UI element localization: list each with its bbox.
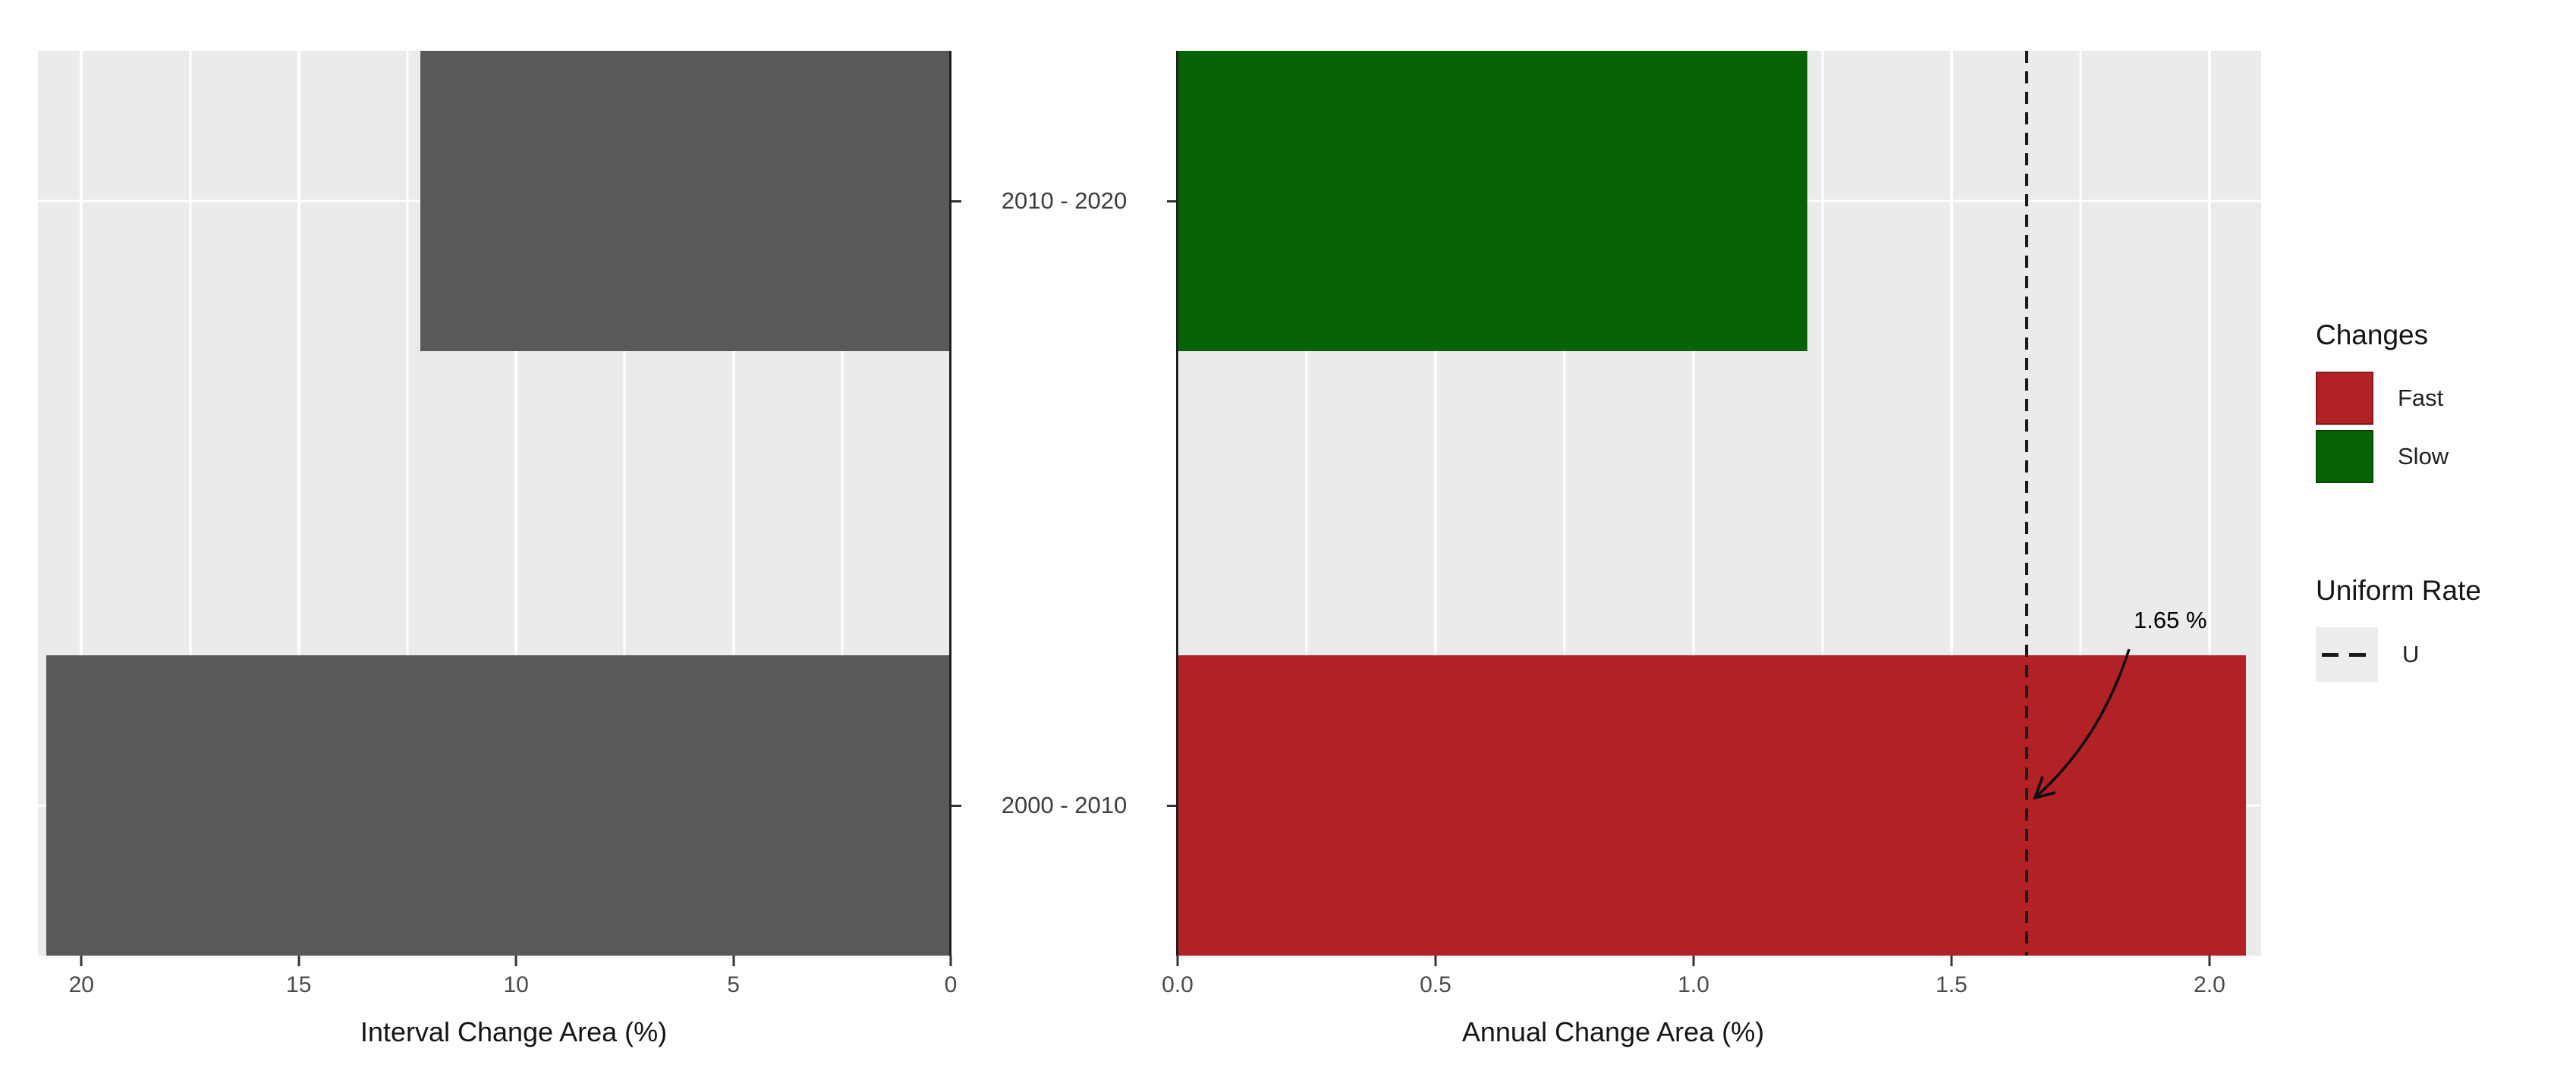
- legend-item-fast: Fast: [2316, 372, 2449, 425]
- annual-axis-title: Annual Change Area (%): [1461, 1016, 1765, 1047]
- bar-2010 - 2020: [420, 51, 951, 352]
- minor-gridline-x-12.5: [406, 51, 409, 956]
- x-tick-label-20: 20: [68, 972, 94, 997]
- x-tick-label-1.0: 1.0: [1678, 972, 1709, 997]
- legend-uniform-rate: Uniform Rate U: [2316, 575, 2481, 687]
- major-gridline-x-20: [80, 51, 83, 956]
- x-tick-2.0: [2208, 956, 2211, 966]
- bar-2000 - 2010: [1178, 655, 2246, 956]
- x-tick-0.5: [1434, 956, 1437, 966]
- bar-2000 - 2010: [46, 655, 951, 956]
- legend-title-uniform-rate: Uniform Rate: [2316, 575, 2481, 606]
- major-gridline-x-1.5: [1950, 51, 1953, 956]
- panel-annual-change: 0.0 0.5 1.0 1.5 2.0: [1162, 51, 2261, 997]
- major-gridline-x-15: [297, 51, 300, 956]
- major-gridline-x-1: [1692, 51, 1695, 956]
- category-label-2010-2020: 2010 - 2020: [1001, 187, 1128, 214]
- category-tick-2010-2020-right-panel: [1167, 200, 1178, 203]
- dashed-line-icon: [2322, 653, 2370, 657]
- category-tick-2000-2010-right-panel: [1167, 804, 1178, 807]
- x-tick-label-15: 15: [286, 972, 312, 997]
- x-tick-0: [949, 956, 952, 966]
- x-tick-label-0: 0: [944, 972, 958, 997]
- legend-label-slow: Slow: [2398, 443, 2449, 469]
- x-tick-label-1.5: 1.5: [1936, 972, 1967, 997]
- legend-item-uniform: U: [2316, 627, 2481, 682]
- legend-changes: Changes Fast Slow: [2316, 319, 2449, 488]
- x-tick-1.0: [1692, 956, 1695, 966]
- legend-label-u: U: [2402, 641, 2420, 667]
- x-tick-5: [732, 956, 735, 966]
- legend-swatch-slow: [2316, 430, 2373, 483]
- category-tick-2000-2010-left-panel: [951, 804, 961, 807]
- bar-2010 - 2020: [1178, 51, 1807, 352]
- major-gridline-x-5: [731, 51, 735, 956]
- category-label-2000-2010: 2000 - 2010: [1001, 792, 1128, 818]
- major-gridline-x-2: [2208, 51, 2211, 956]
- x-tick-label-0.0: 0.0: [1162, 972, 1194, 997]
- minor-gridline-x-0.25: [1305, 51, 1308, 956]
- legend-key-dashed-line: [2316, 627, 2378, 682]
- x-tick-label-2.0: 2.0: [2194, 972, 2225, 997]
- category-tick-2010-2020-left-panel: [951, 200, 961, 203]
- minor-gridline-x-1.75: [2079, 51, 2082, 956]
- x-tick-1.5: [1950, 956, 1953, 966]
- major-gridline-x-0.5: [1434, 51, 1437, 956]
- legend-label-fast: Fast: [2398, 385, 2444, 411]
- minor-gridline-x-7.5: [623, 51, 626, 956]
- x-tick-label-10: 10: [503, 972, 529, 997]
- x-tick-label-0.5: 0.5: [1420, 972, 1452, 997]
- panel-interval-change: 20 15 10 5 0: [38, 51, 961, 997]
- x-tick-15: [297, 956, 300, 966]
- x-tick-10: [514, 956, 517, 966]
- x-tick-label-5: 5: [727, 972, 740, 997]
- minor-gridline-x-2.5: [841, 51, 844, 956]
- x-tick-0.0: [1176, 956, 1179, 966]
- uniform-rate-dashed-line: [2024, 51, 2028, 956]
- major-gridline-x-10: [514, 51, 518, 956]
- legend-swatch-fast: [2316, 372, 2373, 425]
- uniform-rate-annotation: 1.65 %: [2134, 607, 2207, 633]
- minor-gridline-x-0.75: [1563, 51, 1566, 956]
- minor-gridline-x-1.25: [1821, 51, 1824, 956]
- legend-title-changes: Changes: [2316, 319, 2429, 350]
- interval-axis-title: Interval Change Area (%): [360, 1016, 668, 1047]
- minor-gridline-x-17.5: [189, 51, 191, 956]
- x-tick-20: [80, 956, 83, 966]
- legend-item-slow: Slow: [2316, 430, 2449, 483]
- interval-y-axis-line: [949, 51, 951, 956]
- annual-y-axis-line: [1176, 51, 1178, 956]
